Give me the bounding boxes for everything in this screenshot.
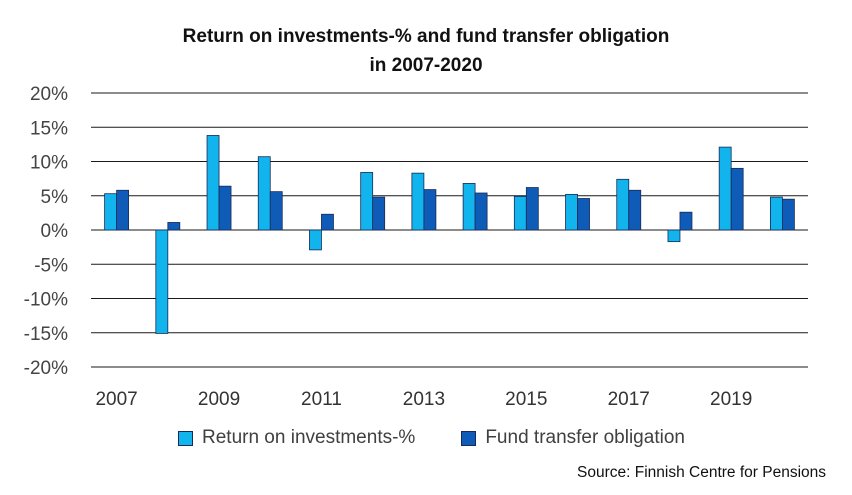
y-tick-label: 10% xyxy=(30,153,68,174)
bar-fund-transfer xyxy=(269,191,283,231)
x-tick-label: 2011 xyxy=(301,389,342,410)
chart-title-line-1: Return on investments-% and fund transfe… xyxy=(182,26,670,47)
bar-fund-transfer xyxy=(730,167,744,231)
x-tick-label: 2013 xyxy=(403,389,445,410)
x-tick-label: 2009 xyxy=(198,389,240,410)
bar-fund-transfer xyxy=(577,198,590,231)
y-tick-label: -15% xyxy=(24,324,68,345)
bar-return xyxy=(309,229,322,251)
x-tick-label: 2007 xyxy=(95,389,137,410)
bar-return xyxy=(360,172,374,231)
bar-fund-transfer xyxy=(116,189,130,231)
bar-return xyxy=(718,146,732,231)
bar-fund-transfer xyxy=(167,222,181,231)
bar-fund-transfer xyxy=(474,192,488,231)
bar-return xyxy=(513,196,527,231)
bar-fund-transfer xyxy=(679,211,693,231)
legend-label-return: Return on investments-% xyxy=(202,427,416,448)
legend: Return on investments-% Fund transfer ob… xyxy=(178,427,731,449)
bar-fund-transfer xyxy=(781,198,795,231)
legend-swatch-return xyxy=(178,430,193,446)
bar-return xyxy=(667,229,681,243)
bar-fund-transfer xyxy=(218,185,232,231)
bar-fund-transfer xyxy=(321,213,334,231)
y-tick-label: -10% xyxy=(24,290,68,311)
legend-item-return: Return on investments-% xyxy=(178,427,415,449)
bar-fund-transfer xyxy=(525,187,539,231)
bar-return xyxy=(616,178,630,231)
bar-return xyxy=(104,193,118,231)
chart-title: Return on investments-% and fund transfe… xyxy=(0,22,852,80)
y-tick-label: 5% xyxy=(41,187,69,208)
bar-return xyxy=(411,172,425,231)
bar-return xyxy=(565,193,578,231)
bar-return xyxy=(257,156,271,231)
y-tick-label: 0% xyxy=(41,221,69,242)
y-tick-label: 15% xyxy=(30,118,68,139)
y-tick-label: -5% xyxy=(34,255,68,276)
y-tick-label: 20% xyxy=(30,84,68,105)
y-tick-label: -20% xyxy=(24,358,68,379)
x-tick-label: 2017 xyxy=(608,389,650,410)
bar-fund-transfer xyxy=(423,189,437,231)
legend-label-fund-transfer: Fund transfer obligation xyxy=(485,427,685,448)
bar-return xyxy=(155,229,169,334)
chart-title-line-2: in 2007-2020 xyxy=(369,55,483,76)
source-note: Source: Finnish Centre for Pensions xyxy=(577,464,826,481)
bar-return xyxy=(206,135,220,231)
legend-swatch-fund-transfer xyxy=(461,430,477,446)
x-tick-label: 2015 xyxy=(505,389,547,410)
bar-return xyxy=(769,196,783,231)
bar-fund-transfer xyxy=(372,196,386,231)
legend-item-fund-transfer: Fund transfer obligation xyxy=(461,427,685,449)
x-tick-label: 2019 xyxy=(710,389,752,410)
bar-return xyxy=(462,183,476,231)
bar-fund-transfer xyxy=(628,189,642,231)
